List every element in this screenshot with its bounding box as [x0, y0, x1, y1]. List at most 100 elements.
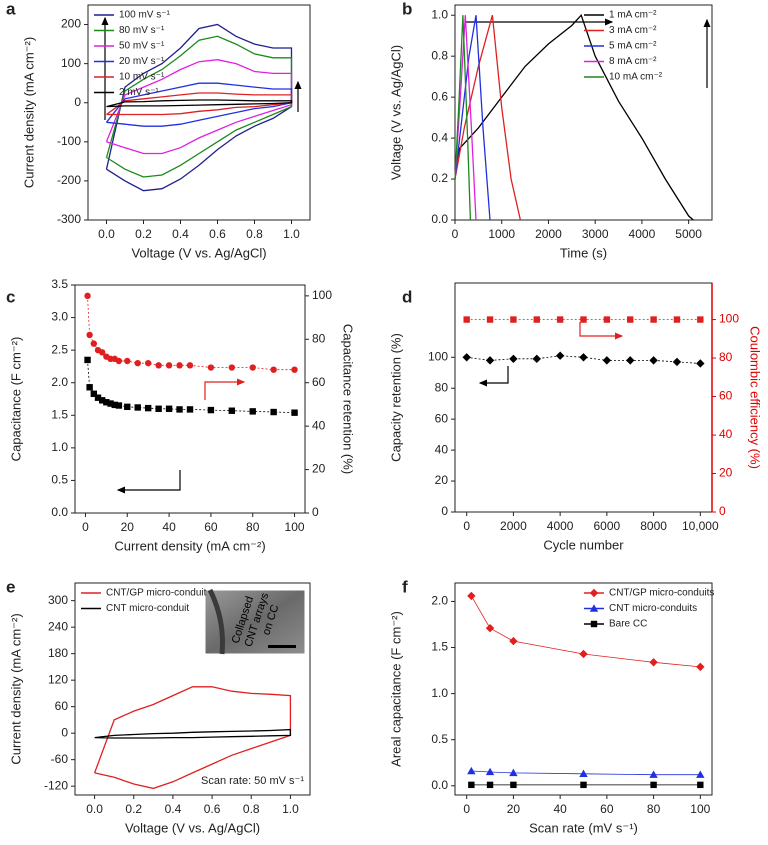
- y-tick-label: 240: [48, 619, 68, 633]
- legend-label: 1 mA cm⁻²: [609, 10, 657, 21]
- x-tick-label: 1.0: [282, 802, 299, 816]
- y-tick-label: 180: [48, 646, 68, 660]
- plot-frame: [87, 4, 311, 221]
- marker: [186, 362, 194, 369]
- y-tick-label: 1.5: [431, 640, 448, 654]
- marker: [134, 404, 141, 411]
- marker: [165, 362, 173, 369]
- marker: [467, 766, 476, 775]
- marker: [696, 770, 705, 778]
- y-tick-label: -100: [57, 134, 81, 148]
- x-tick-label: 0.4: [172, 227, 189, 241]
- plot-frame: [74, 582, 311, 796]
- marker: [696, 662, 705, 672]
- y2-axis-label: Capacitance retention (%): [341, 324, 356, 474]
- legend-label: CNT/GP micro-conduit: [106, 588, 207, 599]
- marker: [463, 316, 470, 323]
- legend-label: CNT micro-conduit: [106, 603, 189, 614]
- y-tick-label: 3.0: [51, 310, 68, 324]
- x-tick-label: 100: [285, 520, 305, 534]
- y-tick-label: 0.0: [431, 212, 448, 226]
- marker: [176, 362, 183, 369]
- marker: [533, 316, 540, 323]
- marker: [650, 781, 657, 789]
- marker: [510, 781, 517, 789]
- panel: c 0 20 40 60 80 100 0.0 0.5 1.0 1.5 2.0 2.5 3.0 3.5 0 20…: [6, 277, 356, 553]
- y-tick-label: 1.0: [431, 686, 448, 700]
- series-line: [454, 15, 522, 221]
- legend-label: 8 mA cm⁻²: [609, 56, 657, 67]
- x-tick-label: 8000: [640, 519, 667, 533]
- x-axis-label: Cycle number: [543, 537, 624, 552]
- marker: [485, 623, 495, 633]
- legend-label: 10 mA cm⁻²: [609, 72, 663, 83]
- x-tick-label: 0.0: [86, 802, 103, 816]
- marker: [90, 340, 98, 347]
- x-tick-label: 80: [647, 802, 661, 816]
- marker: [485, 767, 495, 776]
- marker: [228, 364, 236, 371]
- marker: [228, 407, 236, 414]
- y-tick-label: -60: [51, 752, 69, 766]
- x-tick-label: 4000: [629, 227, 656, 241]
- marker: [84, 356, 91, 364]
- y-tick-label: 2.5: [51, 342, 68, 356]
- y-tick-label: 40: [435, 442, 449, 456]
- y2-tick-label: 40: [312, 418, 326, 432]
- y-axis-label: Current density (mA cm⁻²): [8, 613, 23, 764]
- marker: [555, 351, 565, 360]
- marker: [580, 781, 587, 789]
- x-tick-label: 80: [246, 520, 260, 534]
- y-axis-label: Capacitance (F cm⁻²): [8, 337, 23, 462]
- marker: [291, 366, 298, 373]
- series-line: [93, 686, 292, 790]
- panel: d0 2000 4000 6000 8000 10,0000204060801000204…: [388, 282, 763, 552]
- y2-tick-label: 100: [312, 288, 332, 302]
- x-tick-label: 2000: [535, 227, 562, 241]
- marker: [672, 357, 682, 367]
- marker: [207, 364, 215, 371]
- sem-texture: [207, 588, 225, 655]
- marker: [103, 399, 110, 406]
- marker: [124, 403, 131, 411]
- panel: b 0 1000 2000 3000 4000 5000 0.0 0.2 0.4 0.6 0.8 1.0…: [388, 0, 713, 260]
- y2-tick-label: 0: [719, 504, 726, 518]
- marker: [579, 353, 588, 362]
- annotation-arrows: [101, 16, 711, 494]
- y2-tick-label: 80: [719, 350, 733, 364]
- marker: [90, 390, 98, 397]
- x-tick-label: 60: [204, 520, 218, 534]
- marker: [589, 588, 599, 598]
- series-line: [471, 770, 701, 776]
- y-tick-label: 1.0: [431, 7, 448, 21]
- marker: [86, 384, 93, 391]
- marker: [249, 408, 256, 415]
- marker: [186, 406, 194, 413]
- marker: [589, 604, 599, 612]
- x-tick-label: 0.4: [165, 802, 182, 816]
- x-tick-label: 40: [553, 802, 567, 816]
- x-tick-label: 6000: [594, 519, 621, 533]
- y-tick-label: -200: [57, 173, 81, 187]
- marker: [673, 316, 681, 323]
- y-tick-label: 60: [435, 411, 449, 425]
- x-tick-label: 3000: [582, 227, 609, 241]
- marker: [155, 362, 162, 369]
- marker: [249, 364, 256, 371]
- y-tick-label: 20: [435, 473, 449, 487]
- y-tick-label: 200: [61, 17, 81, 31]
- y-axis-label: Current density (mA cm⁻²): [21, 37, 36, 188]
- series-line: [454, 15, 491, 221]
- x-tick-label: 0.8: [246, 227, 263, 241]
- y-axis-label: Voltage (V vs. Ag/AgCl): [388, 45, 403, 180]
- y-tick-label: 0.5: [51, 473, 68, 487]
- legend-label: 50 mV s⁻¹: [119, 41, 165, 52]
- marker: [580, 316, 587, 323]
- x-tick-label: 5000: [675, 227, 702, 241]
- x-tick-label: 0: [463, 802, 470, 816]
- marker: [115, 357, 123, 365]
- y-tick-label: 100: [428, 349, 448, 363]
- series-line: [94, 728, 292, 739]
- plot-frame: [74, 284, 306, 514]
- legend-label: 100 mV s⁻¹: [119, 10, 171, 21]
